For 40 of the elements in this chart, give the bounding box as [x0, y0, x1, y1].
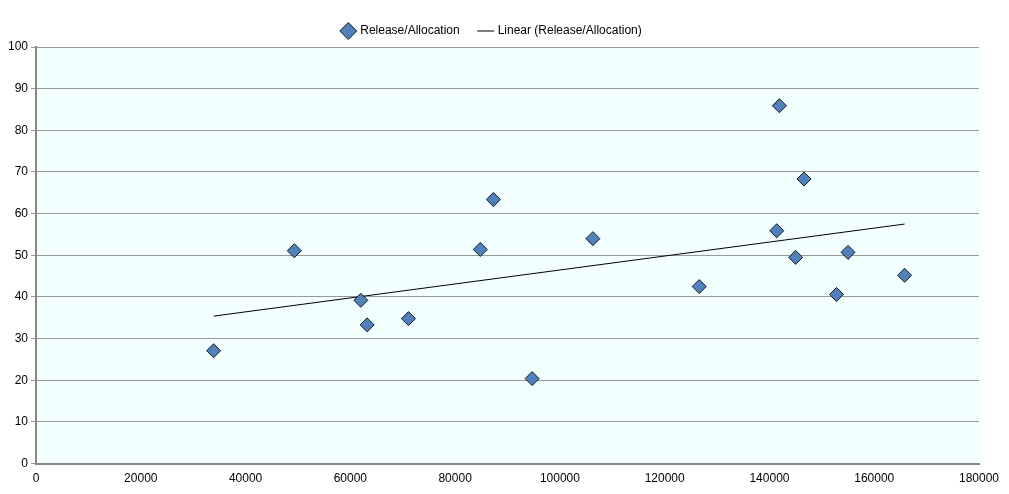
x-tick-label: 60000 — [333, 471, 368, 486]
point — [796, 171, 812, 187]
x-tick-label: 100000 — [539, 471, 581, 486]
x-tick-label: 20000 — [124, 471, 158, 486]
y-tick-label: 90 — [14, 80, 29, 95]
point — [485, 191, 501, 207]
x-tick-label: 140000 — [749, 471, 790, 486]
point — [769, 223, 785, 239]
x-tick-label: 80000 — [438, 471, 473, 486]
x-tick-label: 160000 — [854, 471, 895, 486]
y-tick-label: 100 — [7, 39, 29, 54]
point — [771, 98, 787, 114]
point — [353, 292, 369, 308]
point — [840, 244, 856, 260]
point — [585, 231, 601, 247]
point — [472, 241, 488, 257]
point — [286, 243, 302, 259]
y-tick-label: 80 — [14, 122, 29, 137]
legend-label: Linear (Release/Allocation) — [497, 23, 642, 38]
point — [691, 279, 707, 295]
point — [829, 286, 845, 302]
y-tick-label: 10 — [14, 414, 29, 429]
y-tick-label: 40 — [14, 289, 29, 304]
point — [788, 249, 804, 265]
point — [524, 371, 540, 387]
point — [359, 317, 375, 333]
x-tick-label: 0 — [32, 471, 40, 486]
y-tick-label: 30 — [14, 330, 29, 345]
y-tick-label: 0 — [21, 455, 29, 470]
y-tick-label: 50 — [14, 247, 29, 262]
legend-label: Release/Allocation — [360, 23, 460, 38]
x-tick-label: 180000 — [958, 471, 1000, 486]
x-tick-label: 120000 — [644, 471, 686, 486]
y-tick-label: 20 — [14, 372, 29, 387]
point — [206, 343, 222, 359]
y-tick-label: 70 — [14, 164, 29, 179]
y-tick-label: 60 — [14, 205, 29, 220]
x-tick-label: 40000 — [228, 471, 263, 486]
point — [401, 311, 416, 327]
point — [897, 267, 913, 283]
